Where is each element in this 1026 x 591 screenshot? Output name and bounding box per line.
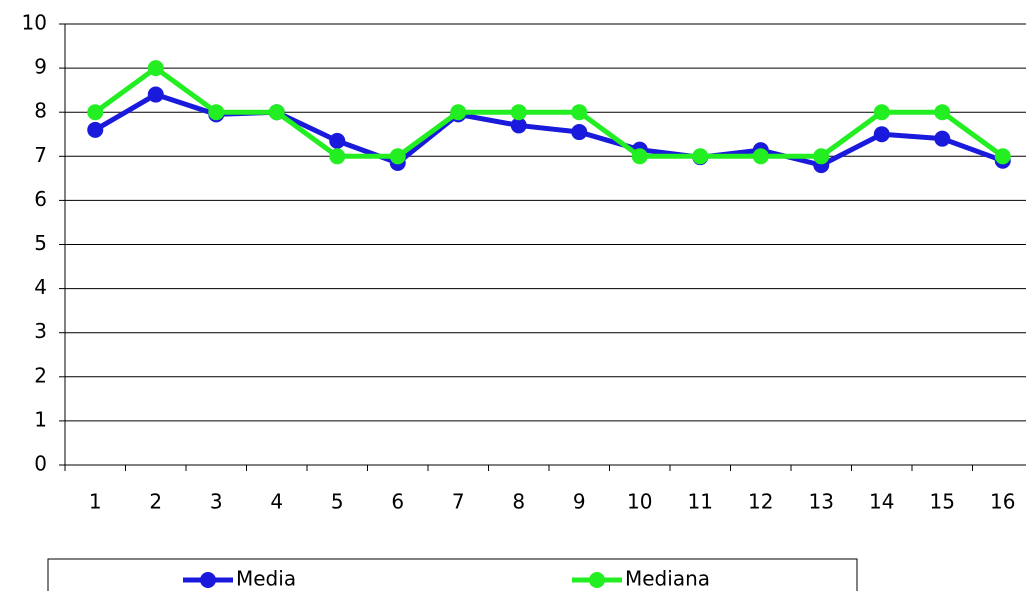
point xyxy=(87,104,104,121)
y-tick-label: 8 xyxy=(34,99,47,123)
y-tick-label: 2 xyxy=(34,363,47,387)
point xyxy=(752,148,769,165)
legend-box xyxy=(47,558,858,591)
x-tick-label: 2 xyxy=(149,490,162,514)
x-tick-label: 7 xyxy=(452,490,465,514)
y-tick-label: 1 xyxy=(34,407,47,431)
point xyxy=(329,148,346,165)
x-tick-label: 13 xyxy=(809,490,834,514)
point xyxy=(208,104,225,121)
point xyxy=(571,124,588,141)
legend-label: Mediana xyxy=(625,567,710,591)
x-tick-label: 9 xyxy=(573,490,586,514)
point xyxy=(510,104,527,121)
point xyxy=(147,86,164,103)
x-tick-label: 12 xyxy=(748,490,773,514)
x-tick-label: 11 xyxy=(688,490,713,514)
point xyxy=(813,148,830,165)
y-tick-label: 4 xyxy=(34,275,47,299)
point xyxy=(147,60,164,77)
series-line xyxy=(93,92,1004,168)
x-tick-label: 16 xyxy=(990,490,1015,514)
point xyxy=(873,104,890,121)
point xyxy=(268,104,285,121)
x-tick-label: 15 xyxy=(930,490,955,514)
x-tick-label: 5 xyxy=(331,490,344,514)
y-tick-label: 5 xyxy=(34,231,47,255)
point xyxy=(994,148,1011,165)
point xyxy=(389,148,406,165)
y-tick-label: 10 xyxy=(22,11,47,35)
x-tick-label: 14 xyxy=(869,490,894,514)
series-line xyxy=(93,65,1005,159)
point xyxy=(934,130,951,147)
point xyxy=(571,104,588,121)
point xyxy=(87,121,104,138)
y-tick-label: 9 xyxy=(34,55,47,79)
legend-marker xyxy=(200,572,216,588)
x-tick-label: 8 xyxy=(512,490,525,514)
y-tick-label: 6 xyxy=(34,187,47,211)
y-tick-label: 7 xyxy=(34,143,47,167)
point xyxy=(692,148,709,165)
x-tick-label: 10 xyxy=(627,490,652,514)
point xyxy=(631,148,648,165)
point xyxy=(450,104,467,121)
x-tick-label: 6 xyxy=(391,490,404,514)
point xyxy=(510,117,527,134)
y-tick-label: 3 xyxy=(34,319,47,343)
point xyxy=(934,104,951,121)
x-tick-label: 1 xyxy=(89,490,102,514)
point xyxy=(329,132,346,149)
x-tick-label: 3 xyxy=(210,490,223,514)
legend-label: Media xyxy=(236,567,296,591)
y-tick-label: 0 xyxy=(34,452,47,476)
x-tick-label: 4 xyxy=(270,490,283,514)
point xyxy=(873,126,890,143)
legend-marker xyxy=(589,572,605,588)
